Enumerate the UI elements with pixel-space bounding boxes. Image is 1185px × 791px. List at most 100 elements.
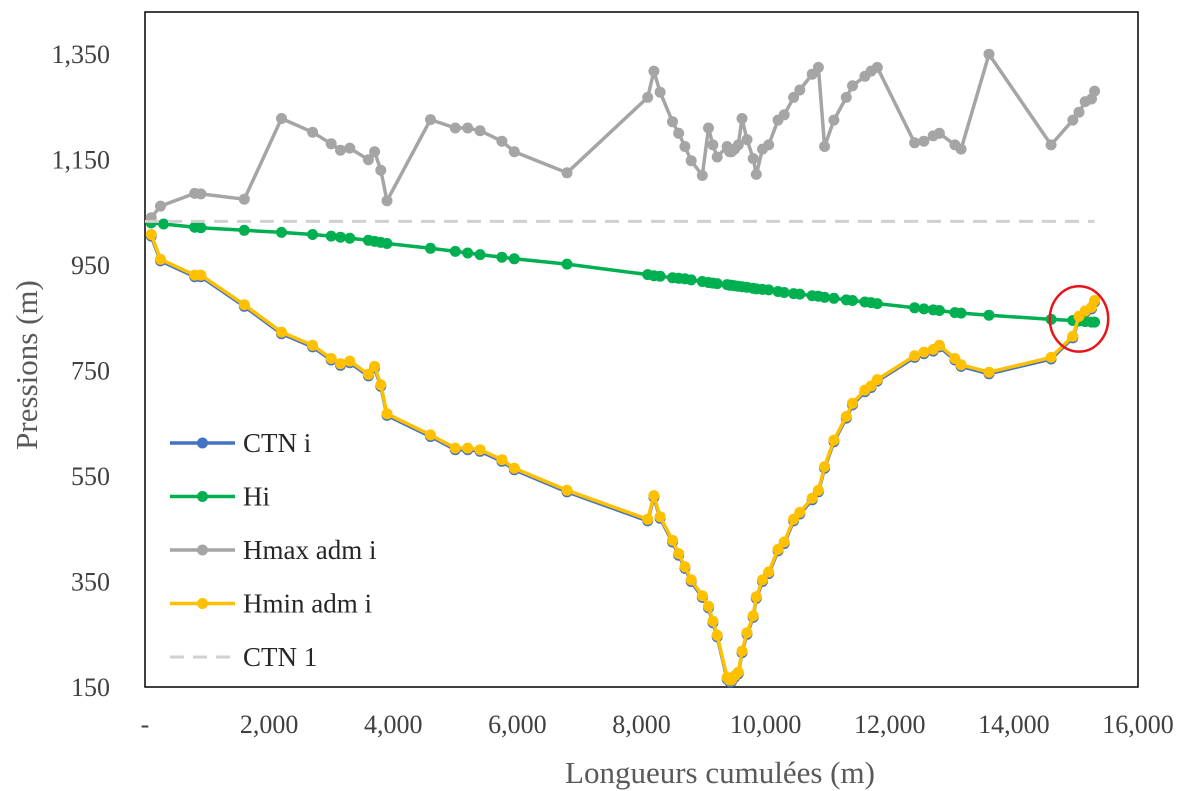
legend-label: Hmax adm i: [243, 535, 376, 565]
data-point: [1089, 316, 1101, 328]
data-point: [496, 454, 508, 466]
data-point: [806, 492, 818, 504]
series-hmax-adm-i: [145, 48, 1101, 224]
x-tick-labels: - 2,000 4,000 6,000 8,000 10,000 12,000 14,000 1…: [141, 710, 1174, 739]
data-point: [474, 444, 486, 456]
data-point: [711, 278, 723, 290]
data-point: [1089, 85, 1101, 97]
data-point: [983, 366, 995, 378]
data-point: [449, 442, 461, 454]
data-point: [425, 114, 436, 126]
data-point: [847, 397, 858, 409]
x-tick-label: 16,000: [1102, 710, 1174, 739]
data-point: [425, 429, 436, 441]
y-tick-label: 750: [71, 357, 110, 386]
legend-marker: [197, 598, 208, 609]
data-point: [307, 229, 319, 240]
data-point: [741, 627, 753, 639]
data-point: [1073, 106, 1085, 118]
data-point: [654, 270, 666, 282]
data-point: [840, 91, 852, 103]
data-point: [276, 226, 287, 238]
data-point: [508, 146, 520, 158]
x-tick-label: 12,000: [854, 710, 926, 739]
data-point: [828, 114, 840, 126]
data-point: [425, 242, 436, 254]
data-point: [561, 167, 573, 179]
data-point: [375, 164, 387, 176]
data-point: [307, 126, 319, 138]
data-point: [462, 122, 474, 134]
data-point: [238, 224, 250, 236]
data-point: [1089, 295, 1101, 306]
series-hi: [145, 217, 1101, 328]
data-point: [462, 247, 474, 259]
data-point: [381, 195, 393, 207]
data-point: [667, 534, 678, 546]
data-point: [158, 218, 170, 230]
data-point: [871, 298, 883, 310]
data-point: [763, 566, 775, 578]
data-point: [449, 245, 461, 257]
data-point: [747, 610, 759, 622]
data-point: [955, 143, 967, 155]
y-tick-label: 950: [71, 251, 110, 280]
data-point: [362, 154, 374, 166]
x-tick-label: -: [141, 710, 150, 739]
data-point: [238, 299, 250, 311]
data-point: [369, 146, 381, 158]
data-point: [732, 139, 744, 151]
data-point: [335, 231, 346, 243]
y-tick-labels: 150 350 550 750 950 1,150 1,350: [52, 40, 111, 702]
series-hmin-adm-i: [145, 229, 1101, 686]
data-point: [871, 374, 883, 386]
highlight-circle: [1048, 284, 1110, 353]
data-point: [679, 141, 691, 152]
data-point: [918, 303, 930, 315]
data-point: [381, 238, 393, 249]
data-point: [335, 358, 346, 370]
data-point: [778, 287, 790, 298]
data-point: [955, 359, 967, 371]
legend-item-hmin-adm-i: Hmin adm i: [170, 589, 372, 619]
data-point: [750, 168, 762, 180]
data-point: [654, 511, 666, 523]
y-axis-title: Pressions (m): [9, 280, 44, 450]
data-point: [788, 91, 800, 103]
data-point: [307, 339, 319, 351]
data-point: [561, 484, 573, 496]
data-point: [648, 490, 660, 502]
data-point: [847, 295, 858, 306]
data-point: [736, 113, 748, 124]
data-point: [561, 258, 573, 270]
data-point: [155, 253, 166, 265]
data-point: [1045, 139, 1057, 151]
legend: CTN i Hi Hmax adm i Hmin adm i CTN 1: [170, 428, 376, 672]
data-point: [703, 122, 714, 134]
data-point: [325, 230, 337, 242]
data-point: [757, 574, 768, 586]
data-point: [344, 232, 356, 244]
x-axis-title: Longueurs cumulées (m): [565, 755, 875, 790]
data-point: [642, 513, 654, 525]
data-point: [909, 137, 921, 149]
data-point: [918, 135, 930, 147]
data-point: [155, 200, 166, 212]
data-point: [195, 188, 207, 200]
data-point: [195, 222, 207, 234]
legend-item-ctn-1: CTN 1: [170, 642, 317, 672]
data-point: [819, 291, 831, 303]
x-tick-label: 4,000: [364, 710, 423, 739]
data-point: [955, 307, 967, 319]
x-tick-label: 8,000: [612, 710, 671, 739]
data-point: [707, 139, 719, 151]
y-tick-label: 1,150: [52, 146, 111, 175]
data-point: [195, 269, 207, 281]
data-point: [871, 61, 883, 73]
data-point: [933, 339, 945, 351]
data-point: [918, 346, 930, 358]
data-point: [276, 113, 287, 124]
data-point: [1067, 114, 1079, 126]
data-point: [685, 274, 697, 286]
data-point: [778, 536, 790, 548]
